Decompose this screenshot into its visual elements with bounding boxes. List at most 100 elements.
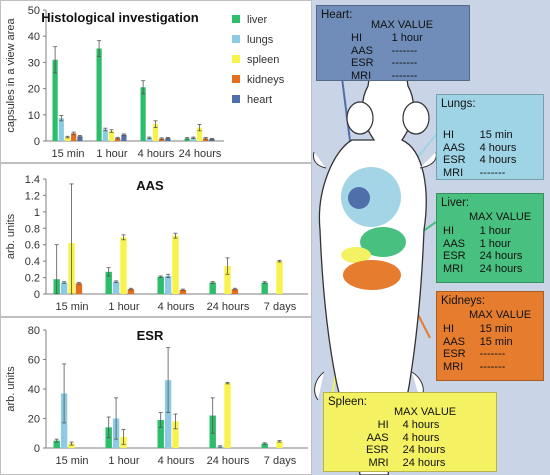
y-tick-label: 20 (28, 84, 40, 96)
bar-lungs (164, 380, 172, 448)
method-value: 24 hours (402, 444, 446, 456)
method-value: 4 hours (479, 141, 517, 154)
heart-organ (348, 187, 370, 209)
heart-info-box: Heart: MAX VALUE HI 1 hour AAS ------- ESR… (316, 5, 470, 82)
bar-liver (53, 440, 60, 448)
method-label: HI (351, 32, 362, 44)
table-row: ESR ------- (351, 57, 423, 70)
method-label: AAS (351, 44, 374, 57)
bar-spleen (152, 124, 159, 141)
method-label: MRI (351, 69, 372, 82)
x-tick-label: 1 hour (108, 455, 140, 467)
bar-liver (261, 443, 268, 448)
y-tick-label: 1.4 (25, 174, 40, 186)
method-label: MRI (443, 360, 464, 373)
bar-liver (184, 138, 190, 141)
method-label: HI (377, 419, 389, 431)
x-tick-label: 4 hours (158, 301, 195, 313)
x-tick-label: 1 hour (108, 301, 140, 313)
right-ear (402, 101, 430, 135)
method-value: ------- (391, 57, 418, 69)
aas-chart: 0 0.2 0.4 0.6 0.8 1 1.2 1.4 arb. units AAS 15 min 1… (0, 163, 312, 317)
method-label: MRI (368, 456, 389, 469)
liver-info-box: Liver: MAX VALUE HI 1 hour AAS 1 hour ESR 2… (436, 193, 544, 283)
bar-lungs (112, 281, 120, 294)
spleen-max-value-header: MAX VALUE (394, 406, 457, 418)
lungs-info-box: Lungs: HI 15 min AAS 4 hours ESR 4 hours MR… (436, 94, 544, 180)
bar-lungs (102, 129, 108, 141)
method-value: 4 hours (402, 419, 440, 431)
bar-spleen (276, 441, 283, 448)
charts-column: 0 10 20 30 40 50 capsules in a view area Histol… (0, 0, 312, 475)
x-tick-label: 1 hour (96, 148, 128, 160)
method-value: 4 hours (479, 154, 517, 166)
liver-organ (360, 227, 406, 257)
histological-chart: 0 10 20 30 40 50 capsules in a view area Histol… (0, 0, 312, 163)
bar-lungs (190, 137, 196, 141)
table-row: AAS ------- (351, 45, 423, 58)
y-tick-label: 30 (28, 57, 40, 69)
bar-spleen (108, 131, 115, 141)
method-value: 4 hours (402, 431, 440, 444)
kidneys-table: HI 15 min AAS 15 min ESR ------- MRI ------- (443, 323, 513, 373)
bar-lungs (58, 118, 64, 141)
x-tick-label: 4 hours (138, 148, 175, 160)
bar-spleen (172, 421, 179, 448)
y-tick-label: 0.6 (25, 240, 40, 252)
legend-label-spleen: spleen (247, 54, 279, 66)
chart-frame (0, 163, 312, 317)
table-row: HI 1 hour (443, 225, 522, 238)
y-tick-label: 10 (28, 110, 40, 122)
table-row: MRI ------- (443, 361, 513, 374)
x-tick-label: 24 hours (207, 301, 250, 313)
y-tick-label: 40 (28, 31, 40, 43)
kidneys-organ (343, 260, 401, 290)
lungs-table: HI 15 min AAS 4 hours ESR 4 hours MRI ------… (443, 129, 516, 179)
method-label: HI (443, 225, 454, 237)
bar-kidneys (127, 289, 135, 294)
heart-max-value-header: MAX VALUE (371, 19, 434, 31)
y-tick-label: 0.2 (25, 273, 40, 285)
legend-swatch-heart (232, 95, 240, 103)
liver-max-value-header: MAX VALUE (469, 211, 532, 223)
chart-title: Histological investigation (41, 10, 199, 25)
heart-table: HI 1 hour AAS ------- ESR ------- MRI ------… (351, 32, 423, 82)
bar-lungs (60, 282, 68, 294)
x-tick-label: 4 hours (158, 455, 195, 467)
method-value: ------- (479, 166, 506, 179)
legend-swatch-lungs (232, 35, 240, 43)
method-label: ESR (366, 444, 389, 456)
method-value: 24 hours (402, 456, 446, 469)
method-label: ESR (443, 348, 466, 360)
bar-heart (121, 134, 127, 141)
chart-title: ESR (137, 328, 164, 343)
bar-liver (157, 276, 164, 294)
method-value: ------- (479, 360, 506, 373)
method-value: 1 hour (479, 237, 511, 250)
left-ear (346, 101, 374, 135)
method-value: 15 min (479, 129, 513, 141)
method-label: AAS (443, 141, 466, 154)
method-label: ESR (351, 57, 374, 69)
bar-spleen (224, 266, 231, 294)
spleen-info-box: Spleen: MAX VALUE HI 4 hours AAS 4 hours E… (323, 392, 497, 472)
kidneys-info-box: Kidneys: MAX VALUE HI 15 min AAS 15 min ES… (436, 291, 544, 381)
esr-chart: 0 20 40 60 80 arb. units ESR 15 min 1 hour 4 hour… (0, 317, 312, 475)
y-tick-label: 40 (28, 384, 40, 396)
table-row: HI 4 hours (366, 419, 445, 432)
method-value: 15 min (479, 335, 513, 348)
table-row: HI 1 hour (351, 32, 423, 45)
bar-liver (157, 419, 164, 448)
bar-kidneys (75, 283, 83, 294)
bar-kidneys (179, 289, 187, 294)
spleen-organ (341, 247, 371, 263)
legend-swatch-liver (232, 15, 240, 23)
table-row: MRI ------- (351, 70, 423, 83)
method-label: AAS (443, 335, 466, 348)
table-row: AAS 15 min (443, 336, 513, 349)
mouse-panel: Heart: MAX VALUE HI 1 hour AAS ------- ESR… (312, 0, 550, 475)
table-row: AAS 4 hours (366, 432, 445, 445)
method-value: 24 hours (479, 250, 523, 262)
bar-spleen (64, 137, 71, 141)
method-label: AAS (366, 431, 389, 444)
